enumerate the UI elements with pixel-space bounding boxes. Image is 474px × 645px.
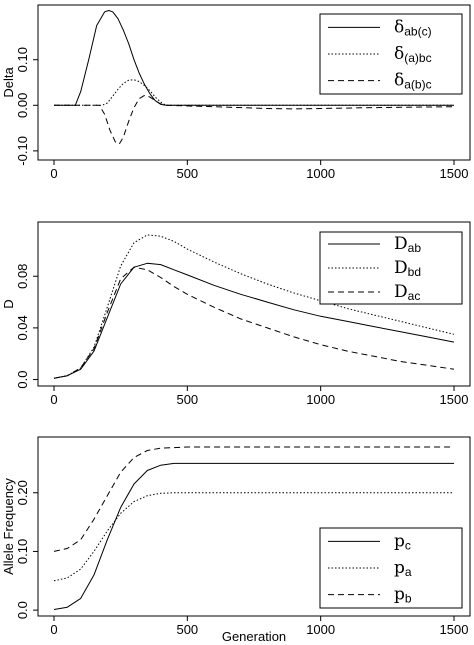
panel-d-xtick-label-3: 1500	[440, 392, 469, 407]
panel-d-frame	[37, 221, 471, 387]
panel-d-series-0-line	[53, 262, 455, 379]
panel-delta-xtick-label-2: 1000	[306, 166, 335, 181]
panel-allele-xtick-label-2: 1000	[306, 622, 335, 637]
panel-d-legend-subscript-2: ac	[408, 289, 421, 303]
panel-delta-ytick-label-1: 0.00	[15, 93, 30, 118]
panel-delta-series-0-line	[54, 10, 454, 106]
panel-allele-xtick-label-3: 1500	[440, 622, 469, 637]
panel-d-ytick-label-0: 0.0	[15, 371, 30, 389]
panel-delta-xtick-label-1: 500	[176, 166, 198, 181]
panel-delta-xtick-label-0: 0	[50, 166, 57, 181]
panel-delta-ytick-label-0: -0.10	[15, 136, 30, 166]
panel-allele-legend-label-2: pb	[394, 585, 412, 606]
panel-delta-ytick-label-2: 0.10	[15, 47, 30, 72]
panel-delta-ylabel: Delta	[1, 67, 16, 98]
panel-d-series-1-line	[53, 234, 455, 379]
panel-delta-series-1-line	[54, 79, 454, 106]
panel-allele-ytick-label-0: 0.0	[15, 601, 30, 619]
panel-allele-legend-box	[319, 527, 463, 609]
panel-delta-legend-symbol-2: δ	[394, 71, 404, 91]
panel-allele-legend-label-1: pa	[394, 558, 412, 579]
panel-d-legend-label-0: Dab	[394, 234, 421, 255]
panel-allele-xlabel: Generation	[222, 629, 286, 644]
panel-delta-legend-label-0: δab(c)	[394, 17, 432, 38]
panel-delta-legend-box	[319, 13, 463, 95]
panel-d-xtick-label-1: 500	[176, 392, 198, 407]
panel-d-legend-box	[319, 231, 463, 305]
panel-delta-legend-label-1: δ(a)bc	[394, 44, 432, 65]
panel-allele-legend-label-0: pc	[394, 531, 411, 552]
panel-allele-legend-symbol-0: p	[394, 531, 405, 551]
panel-allele-xtick-label-0: 0	[50, 622, 57, 637]
panel-d-legend-subscript-1: bd	[408, 265, 421, 279]
panel-d-legend-symbol-0: D	[394, 234, 408, 254]
panel-d-xtick-label-2: 1000	[306, 392, 335, 407]
panel-delta: 0 500 1000 1500-0.100.000.10 Delta δab(c)δ(…	[1, 4, 471, 181]
panel-allele-legend-symbol-2: p	[394, 585, 405, 605]
panel-d-legend-symbol-2: D	[394, 282, 408, 302]
panel-allele-ytick-label-2: 0.20	[15, 480, 30, 505]
panel-delta-legend-symbol-1: δ	[394, 44, 404, 64]
panel-d-legend-label-1: Dbd	[394, 258, 421, 279]
panel-delta-legend-subscript-0: ab(c)	[404, 24, 431, 38]
panel-delta-legend-symbol-0: δ	[394, 17, 404, 37]
panel-allele-ytick-label-1: 0.10	[15, 539, 30, 564]
panel-d-ytick-label-2: 0.08	[15, 264, 30, 289]
panel-d-ylabel: D	[1, 299, 16, 308]
panel-allele-legend-symbol-1: p	[394, 558, 405, 578]
panel-d-legend-symbol-1: D	[394, 258, 408, 278]
panel-allele-ylabel: Allele Frequency	[1, 478, 16, 575]
panel-allele: 0 500 1000 1500 0.0 0.10 0.20 Allele Frequency…	[1, 436, 471, 644]
panel-d-legend-subscript-0: ab	[408, 241, 422, 255]
panel-delta-legend-label-2: δa(b)c	[394, 71, 432, 92]
panel-delta-frame	[37, 4, 471, 161]
panel-delta-series-2-line	[54, 94, 455, 145]
panel-allele-series-0-line	[53, 462, 454, 610]
panel-delta-xtick-label-3: 1500	[440, 166, 469, 181]
panel-delta-legend-subscript-2: a(b)c	[404, 78, 431, 92]
panel-allele-frame	[37, 436, 471, 617]
panel-d-legend-label-2: Dac	[394, 282, 420, 303]
panel-allele-legend-subscript-2: b	[405, 592, 412, 606]
panel-allele-legend-subscript-0: c	[405, 538, 411, 552]
panel-allele-series-2-line	[53, 446, 454, 552]
panel-d-ytick-label-1: 0.04	[15, 315, 30, 340]
panel-delta-legend-subscript-1: (a)bc	[404, 51, 431, 65]
panel-allele-series-1-line	[53, 492, 454, 582]
panel-allele-legend-subscript-1: a	[405, 565, 412, 579]
panel-d-series-2-line	[53, 266, 455, 379]
panel-d-xtick-label-0: 0	[50, 392, 57, 407]
panel-allele-xtick-label-1: 500	[176, 622, 198, 637]
